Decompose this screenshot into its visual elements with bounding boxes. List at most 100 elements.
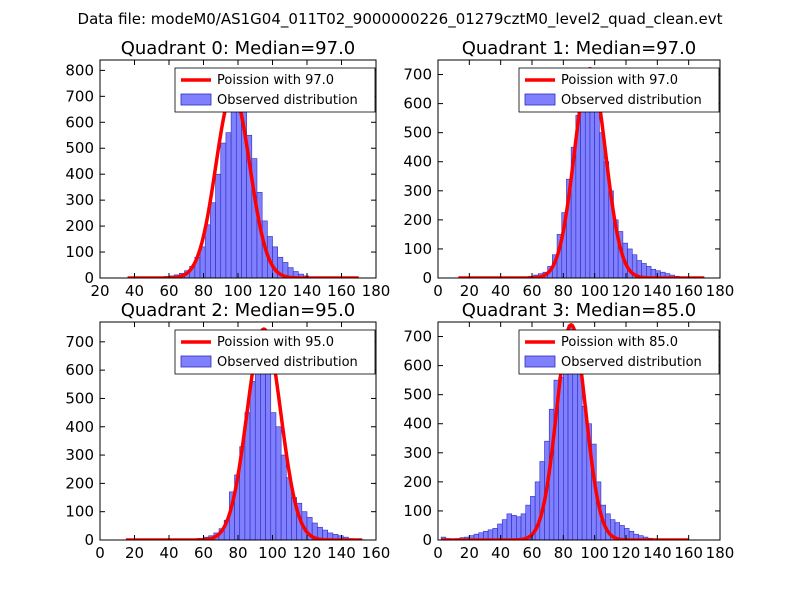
y-tick-label: 300 (403, 182, 432, 200)
x-tick-label: 100 (580, 544, 609, 562)
legend-label-observed: Observed distribution (217, 93, 358, 108)
histogram-bar (577, 362, 583, 540)
x-tick-label: 80 (194, 282, 213, 300)
legend-bar-swatch (180, 355, 212, 368)
x-tick-label: 40 (491, 282, 510, 300)
x-tick-label: 40 (125, 282, 144, 300)
y-tick-label: 700 (403, 66, 432, 84)
legend-box (518, 329, 720, 375)
x-tick-label: 80 (554, 282, 573, 300)
legend-label-model: Poission with 85.0 (561, 335, 678, 350)
panel-quadrant-3: 0 20 40 60 80 100 120 140 160 1800100200300400500… (403, 300, 734, 562)
y-tick-label: 700 (403, 328, 432, 346)
y-tick-label: 500 (403, 124, 432, 142)
histogram-bar (506, 513, 512, 540)
histogram-bar (501, 519, 508, 540)
y-tick-label: 500 (403, 386, 432, 404)
y-tick-label: 700 (65, 333, 94, 351)
y-tick-label: 100 (403, 240, 432, 258)
legend-bar-swatch (524, 355, 556, 368)
histogram-bar (270, 412, 277, 540)
axes-frame (437, 59, 721, 279)
x-tick-label: 40 (159, 544, 178, 562)
x-tick-label: 140 (327, 544, 356, 562)
x-tick-label: 20 (125, 544, 144, 562)
panel-quadrant-2: 0 20 40 60 80 100 120 140 160 0 100 200 300 400 500 600… (65, 300, 390, 562)
histogram-bar (215, 173, 222, 278)
y-tick-label: 100 (65, 243, 94, 261)
x-tick-label: 80 (228, 544, 247, 562)
x-tick-label: 120 (293, 544, 322, 562)
y-tick-label: 300 (403, 444, 432, 462)
legend-label-model: Poission with 95.0 (217, 335, 334, 350)
plot-area (125, 327, 365, 540)
x-tick-label: 180 (706, 282, 735, 300)
y-tick-label: 200 (65, 217, 94, 235)
histogram-bar (563, 350, 569, 540)
x-tick-label: 100 (580, 282, 609, 300)
histogram-bar (254, 364, 261, 540)
histogram-bar (275, 426, 282, 540)
y-tick-label: 400 (403, 153, 432, 171)
subplot-title: Quadrant 0: Median=97.0 (121, 38, 356, 59)
x-tick-label: 0 (433, 544, 443, 562)
x-tick-label: 20 (460, 544, 479, 562)
x-tick-label: 180 (706, 544, 735, 562)
y-tick-label: 600 (65, 113, 94, 131)
x-tick-label: 140 (643, 544, 672, 562)
x-tick-label: 40 (491, 544, 510, 562)
legend-bar-swatch (180, 93, 212, 106)
legend-label-model: Poission with 97.0 (561, 73, 678, 88)
panel-quadrant-1: 0 20 40 60 80 100 120 140 160 1800100200300400500… (403, 38, 734, 300)
x-tick-label: 80 (554, 544, 573, 562)
x-tick-label: 60 (522, 544, 541, 562)
histogram-bar (594, 103, 600, 278)
legend-label-observed: Observed distribution (217, 355, 358, 370)
y-tick-label: 0 (422, 269, 432, 287)
y-tick-label: 100 (65, 503, 94, 521)
y-tick-label: 0 (84, 531, 94, 549)
y-tick-label: 300 (65, 446, 94, 464)
histogram-bar (520, 513, 527, 540)
legend: Poission with 97.0 Observed distribution (518, 67, 720, 113)
y-tick-label: 200 (403, 473, 432, 491)
histogram-bar (249, 381, 256, 540)
x-tick-label: 120 (612, 544, 641, 562)
legend: Poission with 95.0 Observed distribution (174, 329, 376, 375)
y-tick-label: 800 (65, 61, 94, 79)
histogram-bar (599, 132, 605, 278)
x-tick-label: 140 (293, 282, 322, 300)
histogram-bar (220, 142, 227, 278)
subplot-title: Quadrant 3: Median=85.0 (462, 300, 697, 321)
histogram-bar (516, 516, 522, 540)
y-tick-label: 500 (65, 389, 94, 407)
legend-box (518, 67, 720, 113)
x-tick-label: 60 (522, 282, 541, 300)
y-tick-label: 300 (65, 191, 94, 209)
axes-frame (437, 321, 721, 541)
legend: Poission with 97.0 Observed distribution (174, 67, 376, 113)
x-tick-label: 120 (612, 282, 641, 300)
histogram-bar (580, 91, 586, 278)
x-tick-label: 160 (674, 544, 703, 562)
y-tick-label: 100 (403, 502, 432, 520)
x-tick-label: 0 (95, 544, 105, 562)
y-tick-label: 500 (65, 139, 94, 157)
histogram-bar (210, 202, 216, 278)
y-tick-label: 200 (403, 211, 432, 229)
legend-label-observed: Observed distribution (561, 355, 702, 370)
legend-label-model: Poission with 97.0 (217, 73, 334, 88)
histogram-bar (280, 454, 287, 540)
legend-bar-swatch (524, 93, 556, 106)
histogram-bar (225, 132, 232, 278)
legend-label-observed: Observed distribution (561, 93, 702, 108)
y-tick-label: 600 (65, 361, 94, 379)
x-tick-label: 60 (194, 544, 213, 562)
figure-suptitle: Data file: modeM0/AS1G04_011T02_90000002… (78, 10, 723, 29)
x-tick-label: 100 (224, 282, 253, 300)
y-tick-label: 0 (84, 269, 94, 287)
y-tick-label: 400 (65, 165, 94, 183)
x-tick-label: 20 (90, 282, 109, 300)
x-tick-label: 60 (159, 282, 178, 300)
plot-area (127, 75, 359, 278)
